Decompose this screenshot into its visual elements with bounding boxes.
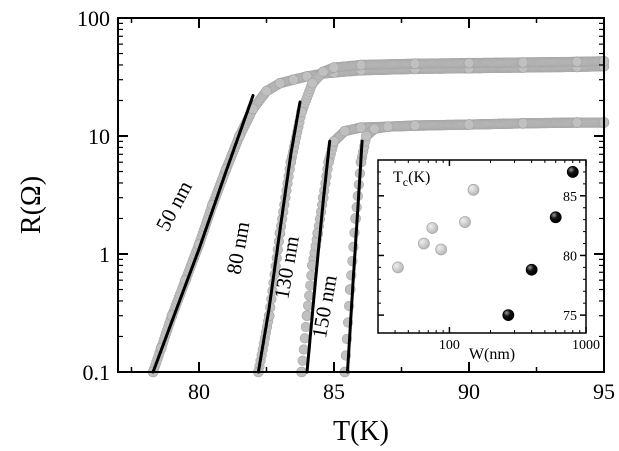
data-point (355, 122, 367, 133)
data-point (463, 57, 475, 69)
main-fit-lines (151, 94, 364, 374)
x-tick-label: 80 (188, 379, 210, 404)
inset-x-axis-label: W(nm) (469, 346, 515, 363)
data-point (307, 77, 318, 89)
data-point (571, 56, 583, 68)
inset-x-tick-label: 100 (439, 338, 460, 353)
series-markers-150-nm (339, 117, 610, 378)
x-tick-label: 85 (323, 379, 345, 404)
data-point (328, 62, 340, 73)
x-axis-label: T(K) (333, 416, 389, 447)
fit-line-130-nm (305, 139, 332, 374)
inset-data-point (417, 237, 430, 250)
inset-y-tick-label: 75 (563, 309, 577, 324)
data-point (274, 77, 286, 89)
fit-line-50-nm (151, 94, 255, 374)
inset-plot-frame (377, 159, 587, 334)
inset-data-point (426, 222, 439, 234)
x-tick-label: 90 (458, 379, 480, 404)
data-point (571, 117, 583, 128)
inset-data-point (467, 183, 480, 196)
fit-line-150-nm (346, 139, 364, 374)
inset-data-point (549, 211, 562, 224)
data-point (355, 59, 367, 71)
data-point (409, 120, 421, 131)
inset-data-point (502, 309, 515, 322)
data-point (517, 57, 529, 68)
y-tick-label: 0.1 (83, 360, 111, 385)
x-tick-label: 95 (593, 379, 615, 404)
data-point (261, 85, 272, 97)
data-point (288, 74, 299, 85)
inset-data-point (435, 243, 448, 256)
inset-background (376, 158, 588, 335)
inset-x-tick-label: 1000 (572, 338, 600, 353)
curve-label: 50 nm (151, 177, 197, 235)
data-point (463, 119, 475, 130)
data-point (298, 344, 309, 355)
y-tick-label: 100 (77, 6, 110, 31)
curve-label: 130 nm (269, 234, 304, 301)
data-point (517, 118, 529, 129)
inset-y-tick-label: 85 (563, 190, 577, 205)
data-point (409, 58, 421, 69)
data-point (369, 123, 380, 135)
inset-data-markers (392, 166, 579, 322)
data-point (361, 130, 372, 142)
inset-y-axis-label: Tc(K) (393, 169, 430, 189)
data-point (297, 355, 308, 366)
inset-data-point (392, 261, 404, 274)
main-axis-ticks: 80 85 90 95 0.1 1 10 100 (77, 6, 615, 404)
inset-chart: 75 80 85 100 1000 W(nm) Tc(K) (376, 158, 600, 363)
inset-data-point (459, 216, 471, 228)
data-point (317, 66, 329, 78)
inset-axis-ticks: 75 80 85 100 1000 (378, 160, 600, 353)
data-point (339, 125, 351, 137)
y-axis-label: R(Ω) (16, 176, 47, 234)
inset-y-tick-label: 80 (563, 249, 577, 264)
fit-line-80-nm (256, 100, 302, 374)
y-tick-label: 1 (99, 242, 110, 267)
inset-data-point (525, 263, 538, 276)
y-tick-label: 10 (88, 124, 110, 149)
main-plot-frame (117, 17, 605, 373)
curve-label: 80 nm (222, 220, 255, 276)
data-point (382, 121, 394, 132)
inset-data-point (566, 166, 579, 178)
